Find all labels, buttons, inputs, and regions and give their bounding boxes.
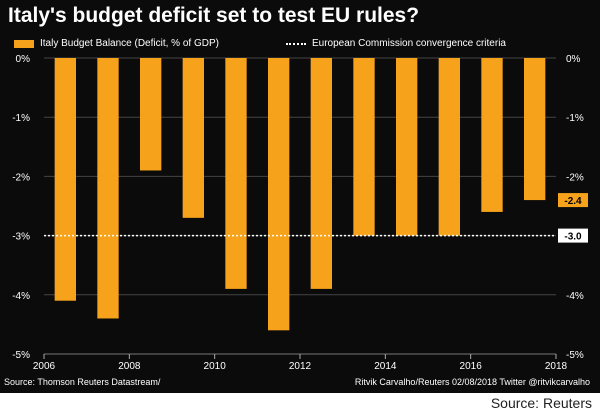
bar-2006	[54, 58, 76, 301]
legend-series-label: Italy Budget Balance (Deficit, % of GDP)	[40, 38, 219, 49]
x-tick-label: 2006	[33, 361, 56, 372]
x-tick-label: 2014	[374, 361, 397, 372]
y-tick-label-right: 0%	[566, 54, 581, 65]
y-tick-label-left: -5%	[12, 350, 30, 361]
y-tick-label-left: -4%	[12, 291, 30, 302]
y-tick-label-left: -2%	[12, 172, 30, 183]
x-tick-label: 2010	[204, 361, 227, 372]
value-label: -3.0	[564, 232, 582, 243]
legend-reference-label: European Commission convergence criteria	[312, 38, 506, 49]
y-tick-label-right: -4%	[566, 291, 584, 302]
bar-2014	[396, 58, 418, 236]
bar-2016	[481, 58, 503, 212]
value-label: -2.4	[564, 196, 582, 207]
bar-chart: 0%0%-1%-1%-2%-2%-3%-3%-4%-4%-5%-5%200620…	[12, 54, 588, 372]
footer-source: Source: Thomson Reuters Datastream/	[4, 377, 161, 387]
bar-2017	[524, 58, 546, 201]
bar-2013	[353, 58, 375, 236]
legend-item-series: Italy Budget Balance (Deficit, % of GDP)	[14, 38, 219, 49]
bar-2008	[140, 58, 162, 171]
legend-dotted-line	[286, 42, 306, 45]
y-tick-label-left: 0%	[16, 54, 31, 65]
legend-swatch-orange	[14, 39, 34, 48]
x-tick-label: 2018	[545, 361, 568, 372]
bar-2010	[225, 58, 247, 289]
legend-item-reference: European Commission convergence criteria	[286, 38, 506, 49]
chart-title: Italy's budget deficit set to test EU ru…	[8, 4, 420, 27]
y-tick-label-right: -5%	[566, 350, 584, 361]
chart-panel: Italy's budget deficit set to test EU ru…	[0, 0, 600, 393]
bar-2009	[182, 58, 204, 218]
x-tick-label: 2016	[460, 361, 483, 372]
bar-2007	[97, 58, 119, 319]
y-tick-label-left: -1%	[12, 113, 30, 124]
bar-2011	[268, 58, 290, 331]
source-note: Source: Reuters	[490, 395, 592, 411]
footer-credit: Ritvik Carvalho/Reuters 02/08/2018 Twitt…	[354, 377, 590, 387]
y-tick-label-left: -3%	[12, 232, 30, 243]
x-tick-label: 2008	[118, 361, 141, 372]
bar-2015	[438, 58, 460, 236]
x-tick-label: 2012	[289, 361, 312, 372]
y-tick-label-right: -1%	[566, 113, 584, 124]
value-label-box	[558, 193, 588, 208]
value-label-box	[558, 228, 588, 243]
y-tick-label-right: -2%	[566, 172, 584, 183]
bar-2012	[310, 58, 332, 289]
